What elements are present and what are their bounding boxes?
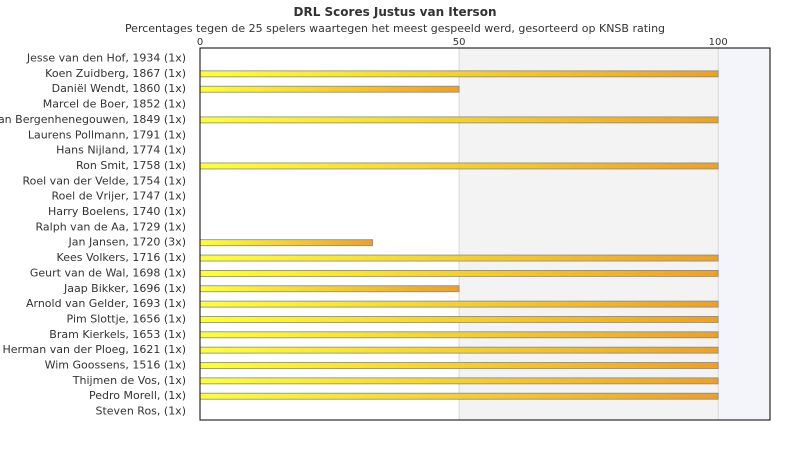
category-label: Geurt van de Wal, 1698 (1x) xyxy=(30,266,186,279)
bar xyxy=(199,300,719,308)
category-label: Hans Nijland, 1774 (1x) xyxy=(56,144,186,157)
tick-label-100: 100 xyxy=(709,37,728,48)
category-label: Harry Boelens, 1740 (1x) xyxy=(48,205,186,218)
category-label: Steven Ros, (1x) xyxy=(95,405,186,418)
plot-background xyxy=(200,48,770,420)
bar xyxy=(199,316,719,323)
category-label: Kees Volkers, 1716 (1x) xyxy=(57,251,186,264)
category-label: Roel van der Velde, 1754 (1x) xyxy=(22,174,186,187)
bar xyxy=(199,85,460,93)
y-axis-labels: Jesse van den Hof, 1934 (1x) Koen Zuidber… xyxy=(0,52,186,418)
category-label: Pim Slottje, 1656 (1x) xyxy=(67,312,186,325)
plot-border xyxy=(199,47,771,421)
bars xyxy=(199,70,719,400)
bar xyxy=(199,346,719,354)
chart-title: DRL Scores Justus van Iterson xyxy=(293,5,497,19)
band-50-100 xyxy=(459,48,719,420)
plot-frame xyxy=(199,47,771,421)
bar xyxy=(199,331,719,339)
category-label: Marcel de Boer, 1852 (1x) xyxy=(43,98,186,111)
category-label: Koen Zuidberg, 1867 (1x) xyxy=(45,67,186,80)
bar xyxy=(199,70,719,78)
category-label: Arnold van Gelder, 1693 (1x) xyxy=(26,297,186,310)
bar xyxy=(199,377,719,385)
bar xyxy=(199,239,373,247)
bar xyxy=(199,362,719,369)
category-label: Laurens Pollmann, 1791 (1x) xyxy=(28,128,186,141)
category-label: Wim Goossens, 1516 (1x) xyxy=(45,359,186,372)
x-axis-ticks: 0 50 100 xyxy=(197,37,728,420)
bar xyxy=(199,254,719,262)
category-label: Daniël Wendt, 1860 (1x) xyxy=(52,82,186,95)
bar xyxy=(199,162,719,170)
band-100-max xyxy=(718,48,770,420)
category-label: Thijmen de Vos, (1x) xyxy=(72,374,186,387)
category-label: Jesse van den Hof, 1934 (1x) xyxy=(26,52,186,65)
bar xyxy=(199,392,719,400)
bar xyxy=(199,285,460,293)
category-label: Roel de Vrijer, 1747 (1x) xyxy=(52,190,186,203)
tick-label-50: 50 xyxy=(453,37,466,48)
category-label: Ron Smit, 1758 (1x) xyxy=(76,159,186,172)
category-label: Pedro Morell, (1x) xyxy=(89,389,186,402)
category-label: Jaap Bikker, 1696 (1x) xyxy=(63,282,186,295)
category-label: Bram Kierkels, 1653 (1x) xyxy=(49,328,186,341)
category-label: Ralph van de Aa, 1729 (1x) xyxy=(36,220,186,233)
category-label: Rob van Bergenhenegouwen, 1849 (1x) xyxy=(0,113,186,126)
bar xyxy=(199,116,719,124)
chart-subtitle: Percentages tegen de 25 spelers waartege… xyxy=(124,22,666,35)
band-0-50 xyxy=(200,48,460,420)
tick-label-0: 0 xyxy=(197,37,203,48)
bar xyxy=(199,269,719,277)
category-label: Herman van der Ploeg, 1621 (1x) xyxy=(2,343,186,356)
category-label: Jan Jansen, 1720 (3x) xyxy=(68,236,186,249)
